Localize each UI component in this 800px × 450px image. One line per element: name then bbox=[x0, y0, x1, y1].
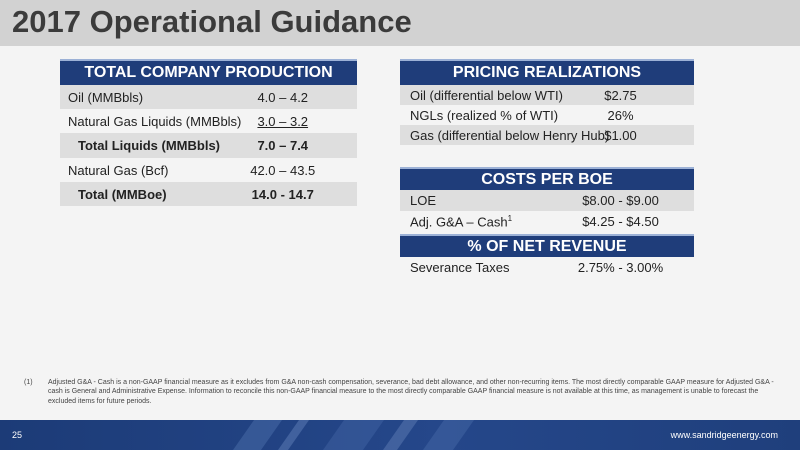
pricing-label: Gas (differential below Henry Hub) bbox=[400, 125, 609, 145]
pricing-value: $1.00 bbox=[547, 125, 694, 145]
production-label: Oil (MMBbls) bbox=[60, 85, 209, 109]
production-value: 3.0 – 3.2 bbox=[208, 109, 357, 133]
costs-value: $4.25 - $4.50 bbox=[547, 211, 694, 232]
net-revenue-table: % OF NET REVENUE Severance Taxes 2.75% -… bbox=[400, 234, 694, 277]
production-header: TOTAL COMPANY PRODUCTION bbox=[60, 59, 357, 85]
costs-label: Adj. G&A – Cash bbox=[410, 214, 508, 230]
production-label: Total Liquids (MMBbls) bbox=[60, 133, 220, 158]
production-label: Natural Gas (Bcf) bbox=[60, 158, 209, 182]
production-value: 7.0 – 7.4 bbox=[208, 133, 357, 158]
net-revenue-label: Severance Taxes bbox=[400, 257, 547, 277]
net-revenue-value: 2.75% - 3.00% bbox=[547, 257, 694, 277]
footnote-marker: (1) bbox=[24, 379, 33, 386]
pricing-label: Oil (differential below WTI) bbox=[400, 85, 563, 105]
production-value: 42.0 – 43.5 bbox=[208, 158, 357, 182]
costs-table: COSTS PER BOE LOE $8.00 - $9.00 Adj. G&A… bbox=[400, 167, 694, 232]
pricing-value: 26% bbox=[547, 105, 694, 125]
production-label: Total (MMBoe) bbox=[60, 182, 209, 206]
production-table: TOTAL COMPANY PRODUCTION Oil (MMBbls) 4.… bbox=[60, 59, 357, 206]
pricing-header: PRICING REALIZATIONS bbox=[400, 59, 694, 85]
production-value: 14.0 - 14.7 bbox=[208, 182, 357, 206]
footnote-text: Adjusted G&A - Cash is a non-GAAP financ… bbox=[48, 379, 774, 405]
pricing-value: $2.75 bbox=[547, 85, 694, 105]
pricing-label: NGLs (realized % of WTI) bbox=[400, 105, 558, 125]
page-title: 2017 Operational Guidance bbox=[12, 4, 412, 39]
pricing-table: PRICING REALIZATIONS Oil (differential b… bbox=[400, 59, 694, 145]
title-bar: 2017 Operational Guidance bbox=[0, 0, 800, 46]
production-label: Natural Gas Liquids (MMBbls) bbox=[60, 109, 241, 133]
costs-label-cell: Adj. G&A – Cash1 bbox=[400, 211, 547, 232]
production-value: 4.0 – 4.2 bbox=[208, 85, 357, 109]
footer-bar bbox=[0, 420, 800, 450]
website-link[interactable]: www.sandridgeenergy.com bbox=[670, 430, 778, 440]
costs-label: LOE bbox=[400, 190, 547, 211]
costs-value: $8.00 - $9.00 bbox=[547, 190, 694, 211]
page-number: 25 bbox=[12, 430, 23, 440]
footnote-ref: 1 bbox=[507, 213, 513, 223]
net-revenue-header: % OF NET REVENUE bbox=[400, 234, 694, 257]
costs-header: COSTS PER BOE bbox=[400, 167, 694, 190]
